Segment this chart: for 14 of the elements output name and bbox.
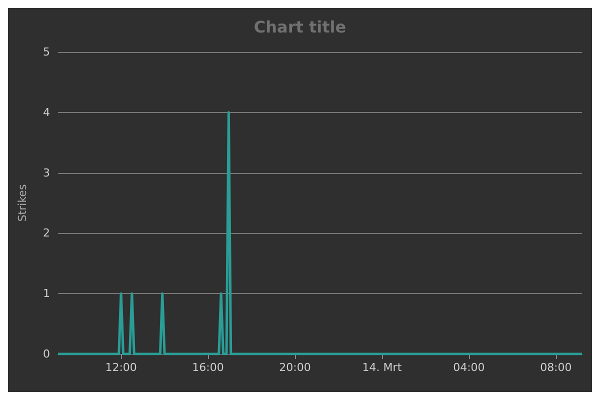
y-axis-title: Strikes bbox=[16, 184, 29, 222]
x-tick-label: 16:00 bbox=[192, 361, 224, 374]
y-tick-label: 4 bbox=[43, 106, 50, 119]
y-tick-label: 0 bbox=[43, 348, 50, 360]
y-tick-label: 2 bbox=[43, 226, 50, 240]
chart-title: Chart title bbox=[254, 18, 346, 36]
x-tick-label: 08:00 bbox=[540, 361, 572, 374]
x-tick-label: 12:00 bbox=[105, 361, 137, 374]
y-tick-label: 1 bbox=[43, 287, 50, 300]
x-tick-label: 04:00 bbox=[453, 361, 485, 374]
y-tick-label: 5 bbox=[43, 46, 50, 58]
x-tick-label: 14. Mrt bbox=[362, 361, 402, 374]
y-tick-label: 3 bbox=[43, 166, 50, 180]
x-tick-label: 20:00 bbox=[279, 361, 311, 374]
